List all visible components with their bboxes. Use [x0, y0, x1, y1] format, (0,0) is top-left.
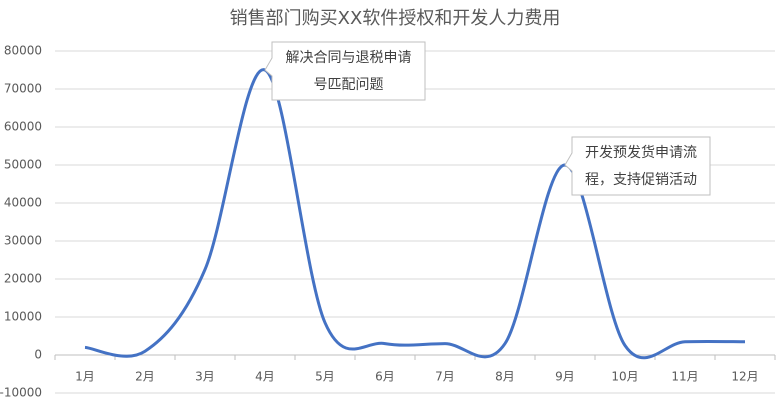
annotation-text: 号匹配问题	[314, 77, 384, 93]
y-tick-label: 20000	[4, 272, 42, 286]
y-tick-label: 30000	[4, 234, 42, 248]
x-tick-label: 2月	[135, 370, 155, 384]
x-tick-label: 10月	[611, 370, 638, 384]
chart-title: 销售部门购买XX软件授权和开发人力费用	[230, 8, 561, 29]
y-tick-label: 0	[34, 348, 42, 362]
y-tick-label: 10000	[4, 310, 42, 324]
x-tick-label: 12月	[731, 370, 758, 384]
y-tick-label: 40000	[4, 196, 42, 210]
annotation-box	[264, 41, 426, 101]
y-tick-label: 60000	[4, 120, 42, 134]
x-tick-label: 7月	[435, 370, 455, 384]
x-tick-label: 1月	[75, 370, 95, 384]
x-tick-label: 5月	[315, 370, 335, 384]
y-tick-label: 80000	[4, 44, 42, 58]
x-tick-label: 6月	[375, 370, 395, 384]
annotation-box	[564, 136, 711, 196]
x-tick-label: 3月	[195, 370, 215, 384]
annotation-text: 解决合同与退税申请	[286, 50, 412, 66]
annotation-text: 程，支持促销活动	[585, 172, 697, 188]
y-tick-label: 50000	[4, 158, 42, 172]
y-tick-label: -10000	[0, 386, 42, 400]
x-tick-label: 4月	[255, 370, 275, 384]
line-series	[84, 68, 746, 360]
x-tick-label: 11月	[671, 370, 698, 384]
y-tick-label: 70000	[4, 82, 42, 96]
x-tick-label: 8月	[495, 370, 515, 384]
x-tick-label: 9月	[555, 370, 575, 384]
annotation-text: 开发预发货申请流	[585, 144, 697, 161]
